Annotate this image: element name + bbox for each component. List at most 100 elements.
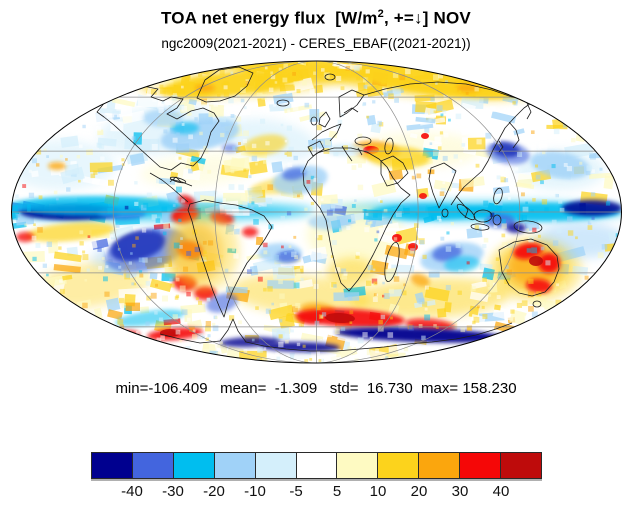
colorbar-segment xyxy=(254,452,297,479)
southern-ocean-darkred xyxy=(325,312,355,324)
coast-greece xyxy=(357,147,363,156)
coast-australia xyxy=(498,238,560,297)
indian-ocean-royal-patch xyxy=(432,244,462,262)
island-sri-lanka xyxy=(441,208,449,218)
brazil-red-spot xyxy=(242,227,258,237)
coast-italy xyxy=(341,145,353,162)
island-tasmania xyxy=(532,300,542,308)
island-caspian-sea xyxy=(384,137,394,155)
colorbar-tick-label: -40 xyxy=(121,483,143,500)
gulf-of-guinea-lightblue xyxy=(308,214,352,230)
coast-arabia xyxy=(380,155,409,187)
colorbar-tick-label: 10 xyxy=(369,483,387,500)
map-outline xyxy=(11,60,622,364)
island-sumatra xyxy=(456,203,476,221)
ne-atlantic-gold-patch xyxy=(243,134,287,156)
coast-great-britain xyxy=(318,111,331,128)
island-cuba xyxy=(169,176,187,184)
north-pacific-gold-band xyxy=(25,222,115,242)
se-pacific-royal-halo xyxy=(105,227,187,273)
island-new-guinea xyxy=(513,220,543,234)
antarctic-navy-west xyxy=(220,336,280,348)
colorbar-segment xyxy=(377,452,420,479)
colorbar-segment xyxy=(336,452,379,479)
coast-caribbean-islands xyxy=(169,178,193,187)
coast-korea xyxy=(498,140,504,153)
title-mid: , += xyxy=(383,8,415,28)
colorbar-segment xyxy=(500,452,542,479)
map-coastlines xyxy=(96,66,592,352)
coast-antarctica xyxy=(159,318,513,352)
newzealand-red-patch xyxy=(590,284,612,298)
colorbar-tick-label: -30 xyxy=(162,483,184,500)
island-svalbard xyxy=(324,73,336,81)
madagascar-orange-spot xyxy=(410,273,430,287)
figure-subtitle: ngc2009(2021-2021) - CERES_EBAF((2021-20… xyxy=(161,36,471,51)
colorbar-segment xyxy=(91,452,133,479)
coast-france-germany-coast xyxy=(311,123,342,142)
colorbar-segment xyxy=(459,452,502,479)
colorbar-tick-label: 20 xyxy=(410,483,428,500)
title-superscript: 2 xyxy=(377,8,384,20)
coast-india xyxy=(428,162,457,209)
down-arrow-glyph: ↓ xyxy=(414,8,423,28)
australia-darkred-core xyxy=(529,256,543,266)
coast-asia-east-coast xyxy=(450,100,535,206)
island-philippines xyxy=(493,187,503,205)
coast-north-america xyxy=(96,85,220,171)
coast-greenland xyxy=(196,66,254,103)
coast-asia-north-coast xyxy=(363,81,535,102)
figure-title: TOA net energy flux [W/m2, +=↓] NOV xyxy=(0,8,632,29)
equator-cyan-band-left xyxy=(11,196,180,216)
map-field xyxy=(11,61,622,363)
coast-central-america xyxy=(149,172,189,203)
island-iceland xyxy=(276,99,290,107)
indian-ocean-cyan-patch xyxy=(444,255,480,273)
coast-south-america xyxy=(187,199,273,318)
island-java xyxy=(470,223,490,231)
colorbar-tick-label: -20 xyxy=(203,483,225,500)
coast-new-zealand xyxy=(575,289,592,311)
arabian-sea-red-dot xyxy=(419,193,427,199)
hawaii-orange-spot xyxy=(48,162,66,170)
coast-scandinavia xyxy=(338,89,365,118)
title-prefix: TOA net energy flux [W/m xyxy=(161,8,378,28)
west-pacific-lightblue-patch xyxy=(530,151,590,179)
island-sulawesi xyxy=(492,214,502,226)
equator-navy-right xyxy=(562,200,622,216)
west-africa-royal-core xyxy=(282,167,306,181)
coast-africa xyxy=(302,147,411,292)
colorbar-segment xyxy=(213,452,256,479)
south-africa-gold-patch xyxy=(326,258,378,286)
colorbar-segment xyxy=(418,452,461,479)
colorbar-tick-label: -10 xyxy=(244,483,266,500)
title-suffix: ] NOV xyxy=(422,8,471,28)
north-pacific-red-spot xyxy=(16,232,34,242)
map-grain-layer xyxy=(11,61,620,363)
coast-japan xyxy=(508,121,520,149)
colorbar-tick-label: 30 xyxy=(451,483,469,500)
island-borneo xyxy=(473,209,493,223)
persian-red-dot xyxy=(421,133,429,139)
colorbar-labels: -40 -30 -20 -10 -5 5 10 20 30 40 xyxy=(91,479,542,501)
indonesia-navy-spot xyxy=(506,223,526,233)
arctic-orange-spot-left xyxy=(195,84,215,92)
island-black-sea xyxy=(354,136,372,146)
island-ireland xyxy=(310,116,318,126)
coast-baltic xyxy=(343,107,359,114)
colorbar-tick-label: -5 xyxy=(289,483,303,500)
coast-kamchatka xyxy=(526,102,532,120)
colorbar-segment xyxy=(131,452,174,479)
colorbar-segment xyxy=(172,452,215,479)
colorbar-segment xyxy=(295,452,338,479)
coast-iberia xyxy=(307,140,325,157)
island-madagascar xyxy=(384,241,400,283)
indonesia-royal-patch xyxy=(485,214,515,228)
stats-line: min=-106.409 mean= -1.309 std= 16.730 ma… xyxy=(115,380,517,397)
south-pacific-cyan-streak xyxy=(115,309,185,327)
north-atlantic-cyan-spot xyxy=(171,122,199,134)
east-china-royal-halo xyxy=(486,141,530,165)
colorbar-tick-label: 40 xyxy=(492,483,510,500)
